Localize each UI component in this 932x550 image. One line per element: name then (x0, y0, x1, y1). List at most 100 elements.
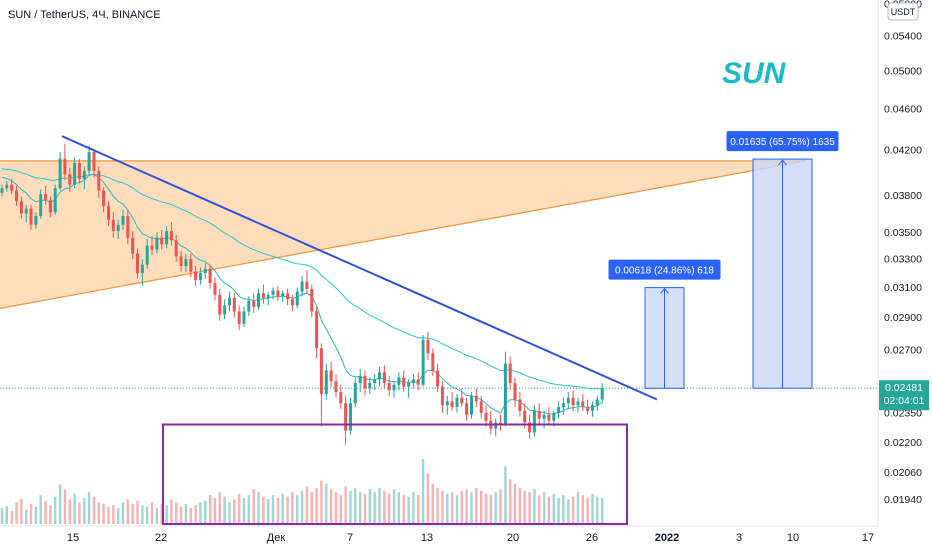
price-tick-label: 0.03100 (884, 282, 922, 294)
volume-bar (465, 489, 468, 524)
candle-body (552, 412, 556, 421)
candle (77, 158, 81, 184)
volume-bar (431, 483, 434, 524)
candle-body (378, 372, 381, 380)
volume-bar (392, 489, 396, 524)
candle-body (232, 297, 236, 312)
candle-body (358, 375, 362, 383)
candle-body (165, 231, 169, 245)
candlesticks (0, 143, 604, 445)
price-range-measure-1[interactable]: 0.00618 (24.86%) 618 (608, 259, 721, 389)
candle-body (547, 414, 551, 421)
candle-body (261, 293, 265, 298)
candle-body (392, 384, 396, 391)
candle-body (513, 383, 517, 400)
volume-bar (170, 499, 173, 524)
candle-body (460, 397, 464, 404)
candle (266, 291, 270, 306)
volume-bar (121, 502, 125, 524)
volume-bar (242, 498, 246, 524)
candle (213, 277, 217, 301)
candle-body (218, 294, 222, 315)
currency-unit-label: USDT (891, 7, 916, 17)
volume-bar (373, 492, 376, 524)
candle (116, 219, 120, 239)
candle-body (68, 174, 72, 185)
volume-bar (325, 483, 328, 524)
candle-body (310, 288, 314, 312)
candle-body (566, 397, 570, 404)
volume-bar (34, 506, 38, 524)
candle-body (300, 281, 304, 292)
price-range-measure-2[interactable]: 0.01635 (65.75%) 1635 (726, 131, 839, 389)
candle (29, 204, 33, 230)
candle-body (281, 293, 285, 297)
volume-bar (576, 492, 580, 524)
volume-bar (349, 490, 352, 524)
measure-1-badge (608, 259, 721, 280)
candle (479, 395, 483, 419)
candle (324, 363, 328, 400)
price-tick-label: 0.04200 (884, 145, 922, 157)
candle-body (455, 397, 459, 407)
volume-bar (165, 505, 168, 524)
candle (82, 166, 86, 190)
support-zone-box[interactable] (162, 423, 628, 525)
candle-body (523, 410, 527, 423)
candle (382, 365, 386, 389)
volume-bar (538, 495, 541, 524)
candle (353, 377, 357, 408)
volume-bar (315, 487, 318, 524)
candle (470, 392, 473, 419)
volume-bar (92, 496, 96, 524)
candle-body (518, 399, 522, 411)
volume-bar (44, 500, 47, 524)
volume-bar (475, 487, 478, 524)
candle-body (155, 237, 159, 250)
candle-body (121, 216, 125, 225)
candle-body (295, 291, 299, 306)
candle-body (387, 383, 391, 391)
candle (39, 189, 43, 219)
candle (19, 196, 23, 219)
candle (465, 397, 469, 421)
candle (537, 403, 541, 425)
currency-unit-box[interactable] (887, 2, 919, 21)
candle (586, 399, 590, 415)
volume-bar (112, 505, 115, 524)
volume-bar (131, 503, 134, 524)
volume-bar (596, 496, 599, 524)
candle-body (411, 379, 415, 383)
volume-bar (218, 492, 221, 524)
candle-body (34, 216, 38, 225)
descending-trendline[interactable] (61, 135, 658, 401)
candle (198, 267, 202, 285)
candle-body (10, 184, 14, 191)
candle (373, 374, 377, 391)
volume-bar (97, 502, 100, 524)
candle-body (416, 379, 420, 385)
volume-bar (494, 492, 497, 524)
volume-bar (334, 492, 338, 524)
volume-bar (291, 492, 294, 524)
volume-bars (0, 459, 604, 524)
volume-bar (339, 495, 342, 524)
time-axis[interactable] (0, 526, 878, 550)
candle-body (150, 245, 154, 250)
volume-bar (586, 498, 589, 524)
volume-bar (5, 505, 8, 524)
candle-body (586, 407, 590, 411)
candle (474, 388, 478, 408)
candle (305, 270, 309, 294)
candle-body (436, 370, 440, 387)
candle-body (557, 407, 561, 413)
candle (242, 306, 246, 328)
candle (576, 397, 580, 413)
candle-body (179, 256, 183, 266)
candle (518, 392, 522, 417)
price-axis[interactable] (878, 0, 932, 550)
candle (566, 392, 570, 409)
candle-body (576, 401, 580, 406)
volume-bar (117, 508, 120, 524)
